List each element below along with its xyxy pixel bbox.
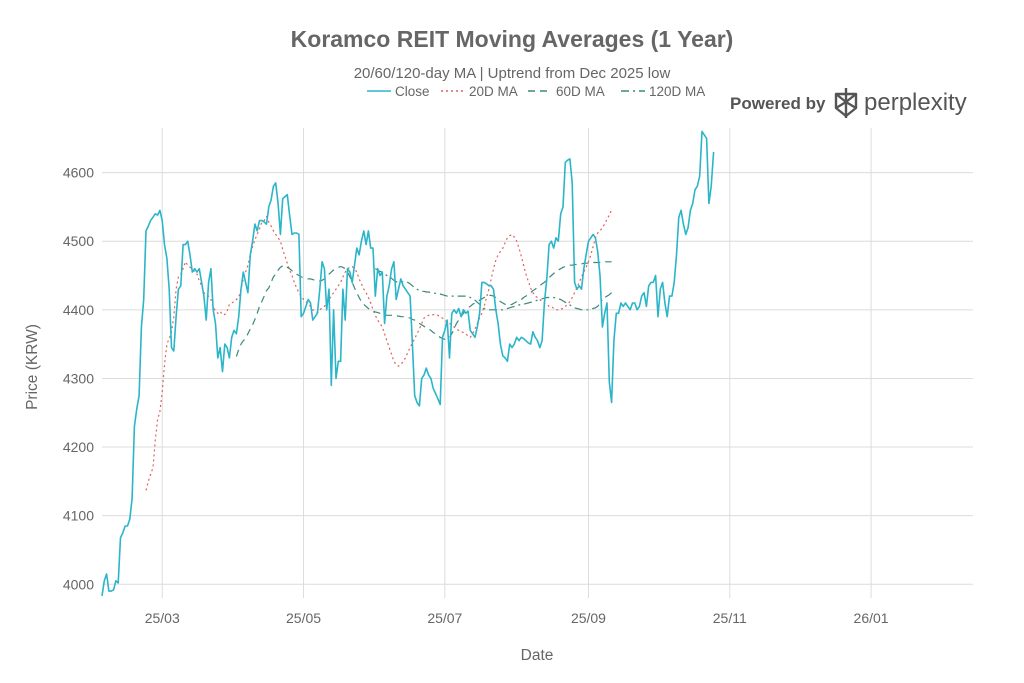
x-tick-label: 25/09 [571, 610, 606, 626]
x-tick-label: 25/05 [286, 610, 321, 626]
y-tick-label: 4000 [63, 576, 94, 592]
legend: Close 20D MA 60D MA 120D MA [367, 84, 705, 99]
y-tick-label: 4300 [63, 370, 94, 386]
y-tick-label: 4400 [63, 302, 94, 318]
x-axis-ticks: 25/03 25/05 25/07 25/09 25/11 26/01 [145, 610, 889, 626]
series-line-close [101, 130, 715, 597]
x-tick-label: 25/11 [713, 610, 747, 626]
y-tick-label: 4200 [63, 439, 94, 455]
brand-name: perplexity [864, 89, 967, 116]
y-axis-title: Price (KRW) [24, 324, 41, 410]
y-tick-label: 4600 [63, 165, 94, 181]
legend-label: 120D MA [649, 84, 705, 99]
branding: Powered by perplexity [730, 88, 967, 118]
perplexity-logo-icon [834, 88, 858, 118]
chart-subtitle: 20/60/120-day MA | Uptrend from Dec 2025… [354, 65, 671, 82]
series-layer [101, 130, 715, 597]
chart-title: Koramco REIT Moving Averages (1 Year) [291, 26, 734, 52]
series-line-20d-ma [145, 209, 613, 491]
x-tick-label: 26/01 [854, 610, 889, 626]
gridlines [102, 128, 973, 598]
y-tick-label: 4500 [63, 233, 94, 249]
series-line-60d-ma [235, 261, 612, 357]
x-tick-label: 25/03 [145, 610, 180, 626]
powered-by-label: Powered by [730, 94, 826, 113]
x-tick-label: 25/07 [427, 610, 462, 626]
legend-label: Close [395, 84, 430, 99]
y-axis-ticks: 4000 4100 4200 4300 4400 4500 4600 [63, 165, 94, 593]
series-line-120d-ma [375, 268, 612, 311]
x-axis-title: Date [521, 647, 554, 664]
legend-label: 60D MA [556, 84, 605, 99]
y-tick-label: 4100 [63, 508, 94, 524]
legend-label: 20D MA [469, 84, 518, 99]
